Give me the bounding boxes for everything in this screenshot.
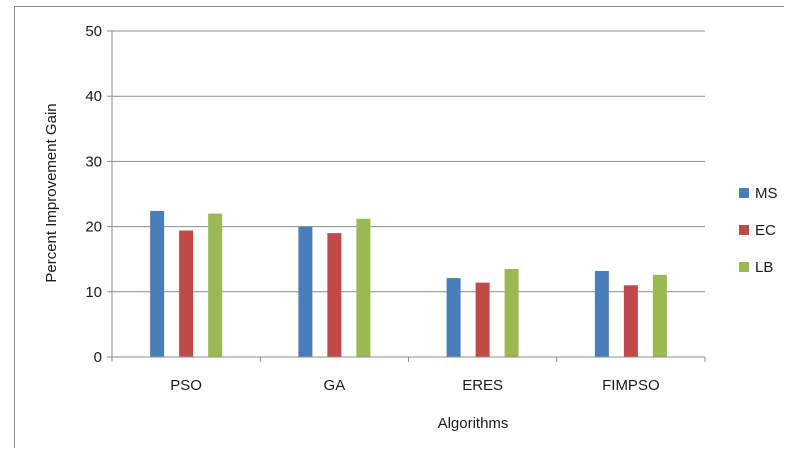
bar-ms-eres bbox=[446, 278, 461, 357]
legend-swatch-lb bbox=[739, 262, 749, 272]
legend-label-ec: EC bbox=[755, 222, 776, 239]
bar-lb-pso bbox=[208, 213, 223, 357]
chart-frame bbox=[14, 6, 784, 448]
bars bbox=[150, 210, 667, 357]
bar-ec-eres bbox=[475, 282, 490, 357]
legend-swatch-ec bbox=[739, 225, 749, 235]
bar-ms-pso bbox=[150, 210, 165, 357]
y-tick-labels: 0 10 20 30 40 50 bbox=[85, 23, 112, 366]
y-tick-label: 10 bbox=[85, 284, 102, 301]
x-tick-label: GA bbox=[324, 377, 346, 394]
x-tick-label: PSO bbox=[170, 377, 202, 394]
legend: MS EC LB bbox=[739, 185, 778, 276]
x-tick-label: ERES bbox=[462, 377, 503, 394]
x-tick-labels: PSO GA ERES FIMPSO bbox=[111, 357, 706, 394]
bar-lb-ga bbox=[356, 218, 371, 357]
y-tick-label: 30 bbox=[85, 153, 102, 170]
y-tick-label: 40 bbox=[85, 88, 102, 105]
bar-ec-fimpso bbox=[623, 285, 638, 357]
x-tick-label: FIMPSO bbox=[602, 377, 660, 394]
legend-label-ms: MS bbox=[755, 185, 778, 202]
bar-lb-eres bbox=[504, 268, 519, 357]
x-axis-title: Algorithms bbox=[438, 415, 509, 432]
bar-ec-ga bbox=[327, 233, 342, 357]
y-tick-label: 50 bbox=[85, 23, 102, 40]
bar-lb-fimpso bbox=[652, 274, 667, 357]
y-tick-label: 20 bbox=[85, 219, 102, 236]
bar-ms-ga bbox=[298, 226, 313, 357]
bar-ms-fimpso bbox=[594, 270, 609, 357]
legend-swatch-ms bbox=[739, 188, 749, 198]
gridlines bbox=[112, 30, 705, 293]
y-axis-title: Percent Improvement Gain bbox=[43, 103, 60, 282]
legend-label-lb: LB bbox=[755, 259, 773, 276]
bar-ec-pso bbox=[179, 230, 194, 357]
y-tick-label: 0 bbox=[94, 349, 102, 366]
